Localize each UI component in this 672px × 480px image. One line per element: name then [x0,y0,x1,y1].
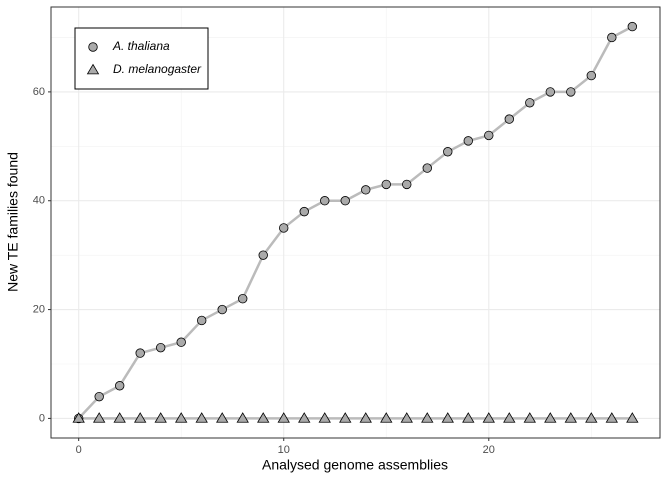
circle-marker [135,348,145,358]
triangle-marker [92,412,106,423]
circle-marker [156,342,166,353]
y-tick-label: 40 [33,195,45,207]
legend: A. thaliana D. melanogaster [74,27,209,90]
x-axis-title: Analysed genome assemblies [262,457,448,473]
triangle-marker [482,412,495,423]
triangle-marker [216,412,229,423]
triangle-marker [359,412,372,423]
circle-marker [299,206,309,217]
circle-marker [197,315,207,326]
triangle-marker [236,412,249,423]
circle-marker [525,98,535,108]
x-tick-label: 0 [76,444,82,456]
circle-marker [279,223,289,233]
y-axis-title: New TE families found [5,152,21,292]
series-line [77,25,633,420]
circle-marker [402,179,412,190]
triangle-marker [503,412,516,423]
circle-marker [586,70,597,81]
circle-marker [88,42,98,52]
triangle-marker [175,412,188,423]
triangle-marker [626,412,639,423]
triangle-marker [585,412,598,423]
y-tick-label: 0 [39,412,45,424]
legend-box [74,27,209,90]
circle-marker [340,196,350,206]
triangle-marker [298,412,311,423]
circle-marker [443,147,453,157]
circle-marker [504,114,514,124]
triangle-marker [277,412,290,423]
circle-marker [484,130,494,141]
triangle-marker [544,412,557,423]
triangle-marker [462,412,475,423]
circle-marker [238,293,248,304]
circle-marker [627,21,638,32]
x-tick-label: 20 [483,444,495,456]
triangle-marker [154,412,167,423]
circle-marker [176,337,186,347]
triangle-marker [72,412,85,423]
triangle-marker [605,412,619,423]
triangle-marker [133,412,147,423]
legend-label: D. melanogaster [113,62,202,76]
y-tick-label: 20 [33,303,45,315]
circle-marker [217,304,227,315]
circle-marker [258,250,268,260]
circle-marker [566,87,576,97]
circle-marker [422,163,432,173]
legend-label: A. thaliana [112,39,170,53]
triangle-marker [421,412,434,423]
circle-marker [361,185,371,195]
triangle-marker [523,412,536,423]
circle-marker [94,391,104,402]
panel-border [50,6,661,439]
x-tick-label: 10 [278,444,290,456]
circle-marker [320,196,330,206]
circle-marker [114,381,125,391]
y-tick-label: 60 [33,86,45,98]
triangle-marker [564,412,578,423]
circle-marker [381,179,391,190]
circle-marker [545,87,555,97]
triangle-marker [318,412,331,423]
triangle-marker [195,412,208,423]
circle-marker [463,136,473,146]
triangle-marker [380,412,393,423]
triangle-marker [400,412,413,423]
triangle-marker [113,412,126,423]
triangle-marker [441,412,454,423]
triangle-marker [257,412,270,423]
triangle-marker [339,412,352,423]
circle-marker [607,32,617,43]
triangle-marker [86,63,100,75]
